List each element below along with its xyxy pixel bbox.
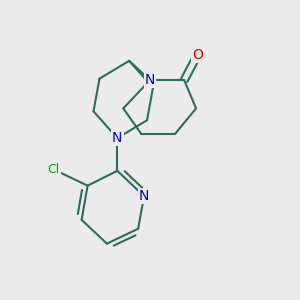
- Text: N: N: [145, 73, 155, 87]
- Text: O: O: [192, 48, 203, 62]
- Text: N: N: [139, 189, 149, 203]
- Text: Cl: Cl: [47, 163, 59, 176]
- Text: N: N: [112, 131, 122, 145]
